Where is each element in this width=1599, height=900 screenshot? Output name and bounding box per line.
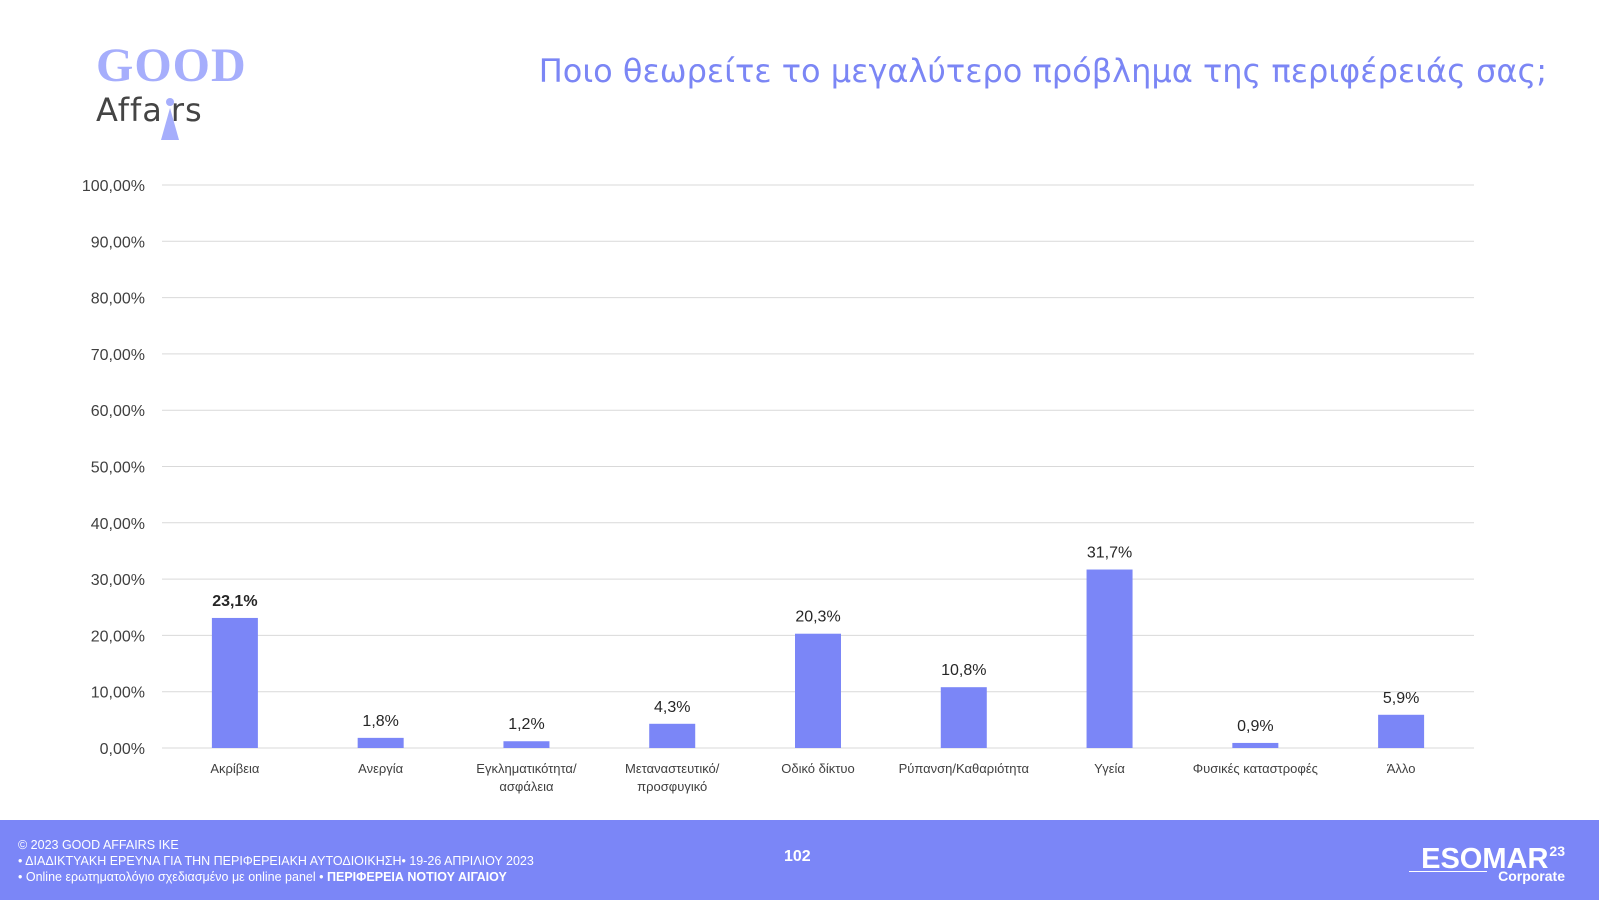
bar: [211, 617, 258, 748]
esomar-logo: ESOMAR23 Corporate: [1405, 836, 1565, 886]
bar: [357, 737, 404, 748]
logo-affairs-part1: Affa: [96, 91, 163, 129]
y-tick-label: 60,00%: [91, 403, 145, 420]
esomar-word: ESOMAR23: [1405, 836, 1565, 874]
bar: [503, 741, 550, 748]
x-category-label: Φυσικές καταστροφές: [1193, 761, 1318, 776]
chart-title: Ποιο θεωρείτε το μεγαλύτερο πρόβλημα της…: [538, 52, 1547, 90]
y-axis-tick-labels: 0,00% 10,00% 20,00% 30,00% 40,00% 50,00% 60,00…: [82, 178, 145, 758]
footer-region: ΠΕΡΙΦΕΡΕΙΑ ΝΟΤΙΟΥ ΑΙΓΑΙΟΥ: [326, 870, 507, 884]
esomar-text: ESOMAR: [1421, 843, 1549, 875]
esomar-underline: [1409, 871, 1487, 872]
y-tick-label: 70,00%: [91, 347, 145, 364]
bar: [795, 633, 841, 748]
bar-chart: 0,00% 10,00% 20,00% 30,00% 40,00% 50,00% 60,00…: [82, 178, 1474, 794]
footer-bar: © 2023 GOOD AFFAIRS IKE • ΔΙΑΔΙΚΤΥΑΚΗ ΕΡ…: [0, 820, 1599, 900]
footer-method-info: • Online ερωτηματολόγιο σχεδιασμένο με o…: [18, 869, 534, 885]
x-category-label: Άλλο: [1387, 761, 1416, 776]
logo-good-text: GOOD: [96, 39, 247, 92]
data-label: 0,9%: [1237, 718, 1273, 735]
x-category-label: Οδικό δίκτυο: [781, 761, 855, 776]
x-category-label: Ρύπανση/Καθαριότητα: [899, 761, 1030, 776]
data-label: 4,3%: [654, 699, 690, 716]
y-tick-label: 80,00%: [91, 291, 145, 308]
data-label: 1,2%: [508, 716, 544, 733]
y-tick-label: 20,00%: [91, 628, 145, 645]
y-tick-label: 90,00%: [91, 234, 145, 251]
page-number: 102: [784, 848, 811, 865]
chart-bars: [211, 569, 1425, 748]
x-category-label: Μεταναστευτικό/: [625, 761, 720, 776]
x-category-label: Ανεργία: [358, 761, 404, 776]
x-axis-category-labels: Ακρίβεια Ανεργία Εγκληματικότητα/ασφάλεια Μ…: [210, 761, 1415, 794]
bar: [940, 687, 987, 748]
data-label: 1,8%: [362, 713, 398, 730]
x-category-label: ασφάλεια: [499, 779, 554, 794]
logo-affairs-part2: rs: [170, 91, 203, 129]
bar: [1232, 742, 1279, 748]
esomar-corporate: Corporate: [1498, 868, 1565, 884]
footer-survey-info: • ΔΙΑΔΙΚΤΥΑΚΗ ΕΡΕΥΝΑ ΓΙΑ ΤΗΝ ΠΕΡΙΦΕΡΕΙΑΚ…: [18, 854, 534, 868]
bar-data-labels: 23,1% 1,8% 1,2% 4,3% 20,3% 10,8% 31,7% 0,9% 5,9%: [212, 545, 1419, 735]
y-tick-label: 100,00%: [82, 178, 145, 195]
data-label: 31,7%: [1087, 545, 1132, 562]
y-tick-label: 50,00%: [91, 460, 145, 477]
esomar-year: 23: [1549, 843, 1565, 859]
data-label: 23,1%: [212, 593, 257, 610]
x-category-label: Ακρίβεια: [210, 761, 260, 776]
y-tick-label: 10,00%: [91, 685, 145, 702]
y-tick-label: 30,00%: [91, 572, 145, 589]
data-label: 10,8%: [941, 662, 986, 679]
footer-method-text: • Online ερωτηματολόγιο σχεδιασμένο με o…: [18, 870, 327, 884]
bar: [649, 723, 696, 748]
logo-affairs-text: Affa rs: [96, 92, 203, 128]
x-category-label: Εγκληματικότητα/: [476, 761, 577, 776]
y-tick-label: 40,00%: [91, 516, 145, 533]
x-category-label: Υγεία: [1094, 761, 1125, 776]
bar: [1378, 714, 1425, 748]
data-label: 20,3%: [795, 609, 840, 626]
footer-info: © 2023 GOOD AFFAIRS IKE • ΔΙΑΔΙΚΤΥΑΚΗ ΕΡ…: [18, 837, 534, 885]
bar: [1086, 569, 1133, 748]
good-affairs-logo: GOOD Affa rs: [96, 40, 266, 145]
logo-person-icon: [161, 98, 179, 140]
y-tick-label: 0,00%: [100, 741, 145, 758]
x-category-label: προσφυγικό: [637, 779, 707, 794]
footer-copyright: © 2023 GOOD AFFAIRS IKE: [18, 838, 179, 852]
data-label: 5,9%: [1383, 690, 1419, 707]
